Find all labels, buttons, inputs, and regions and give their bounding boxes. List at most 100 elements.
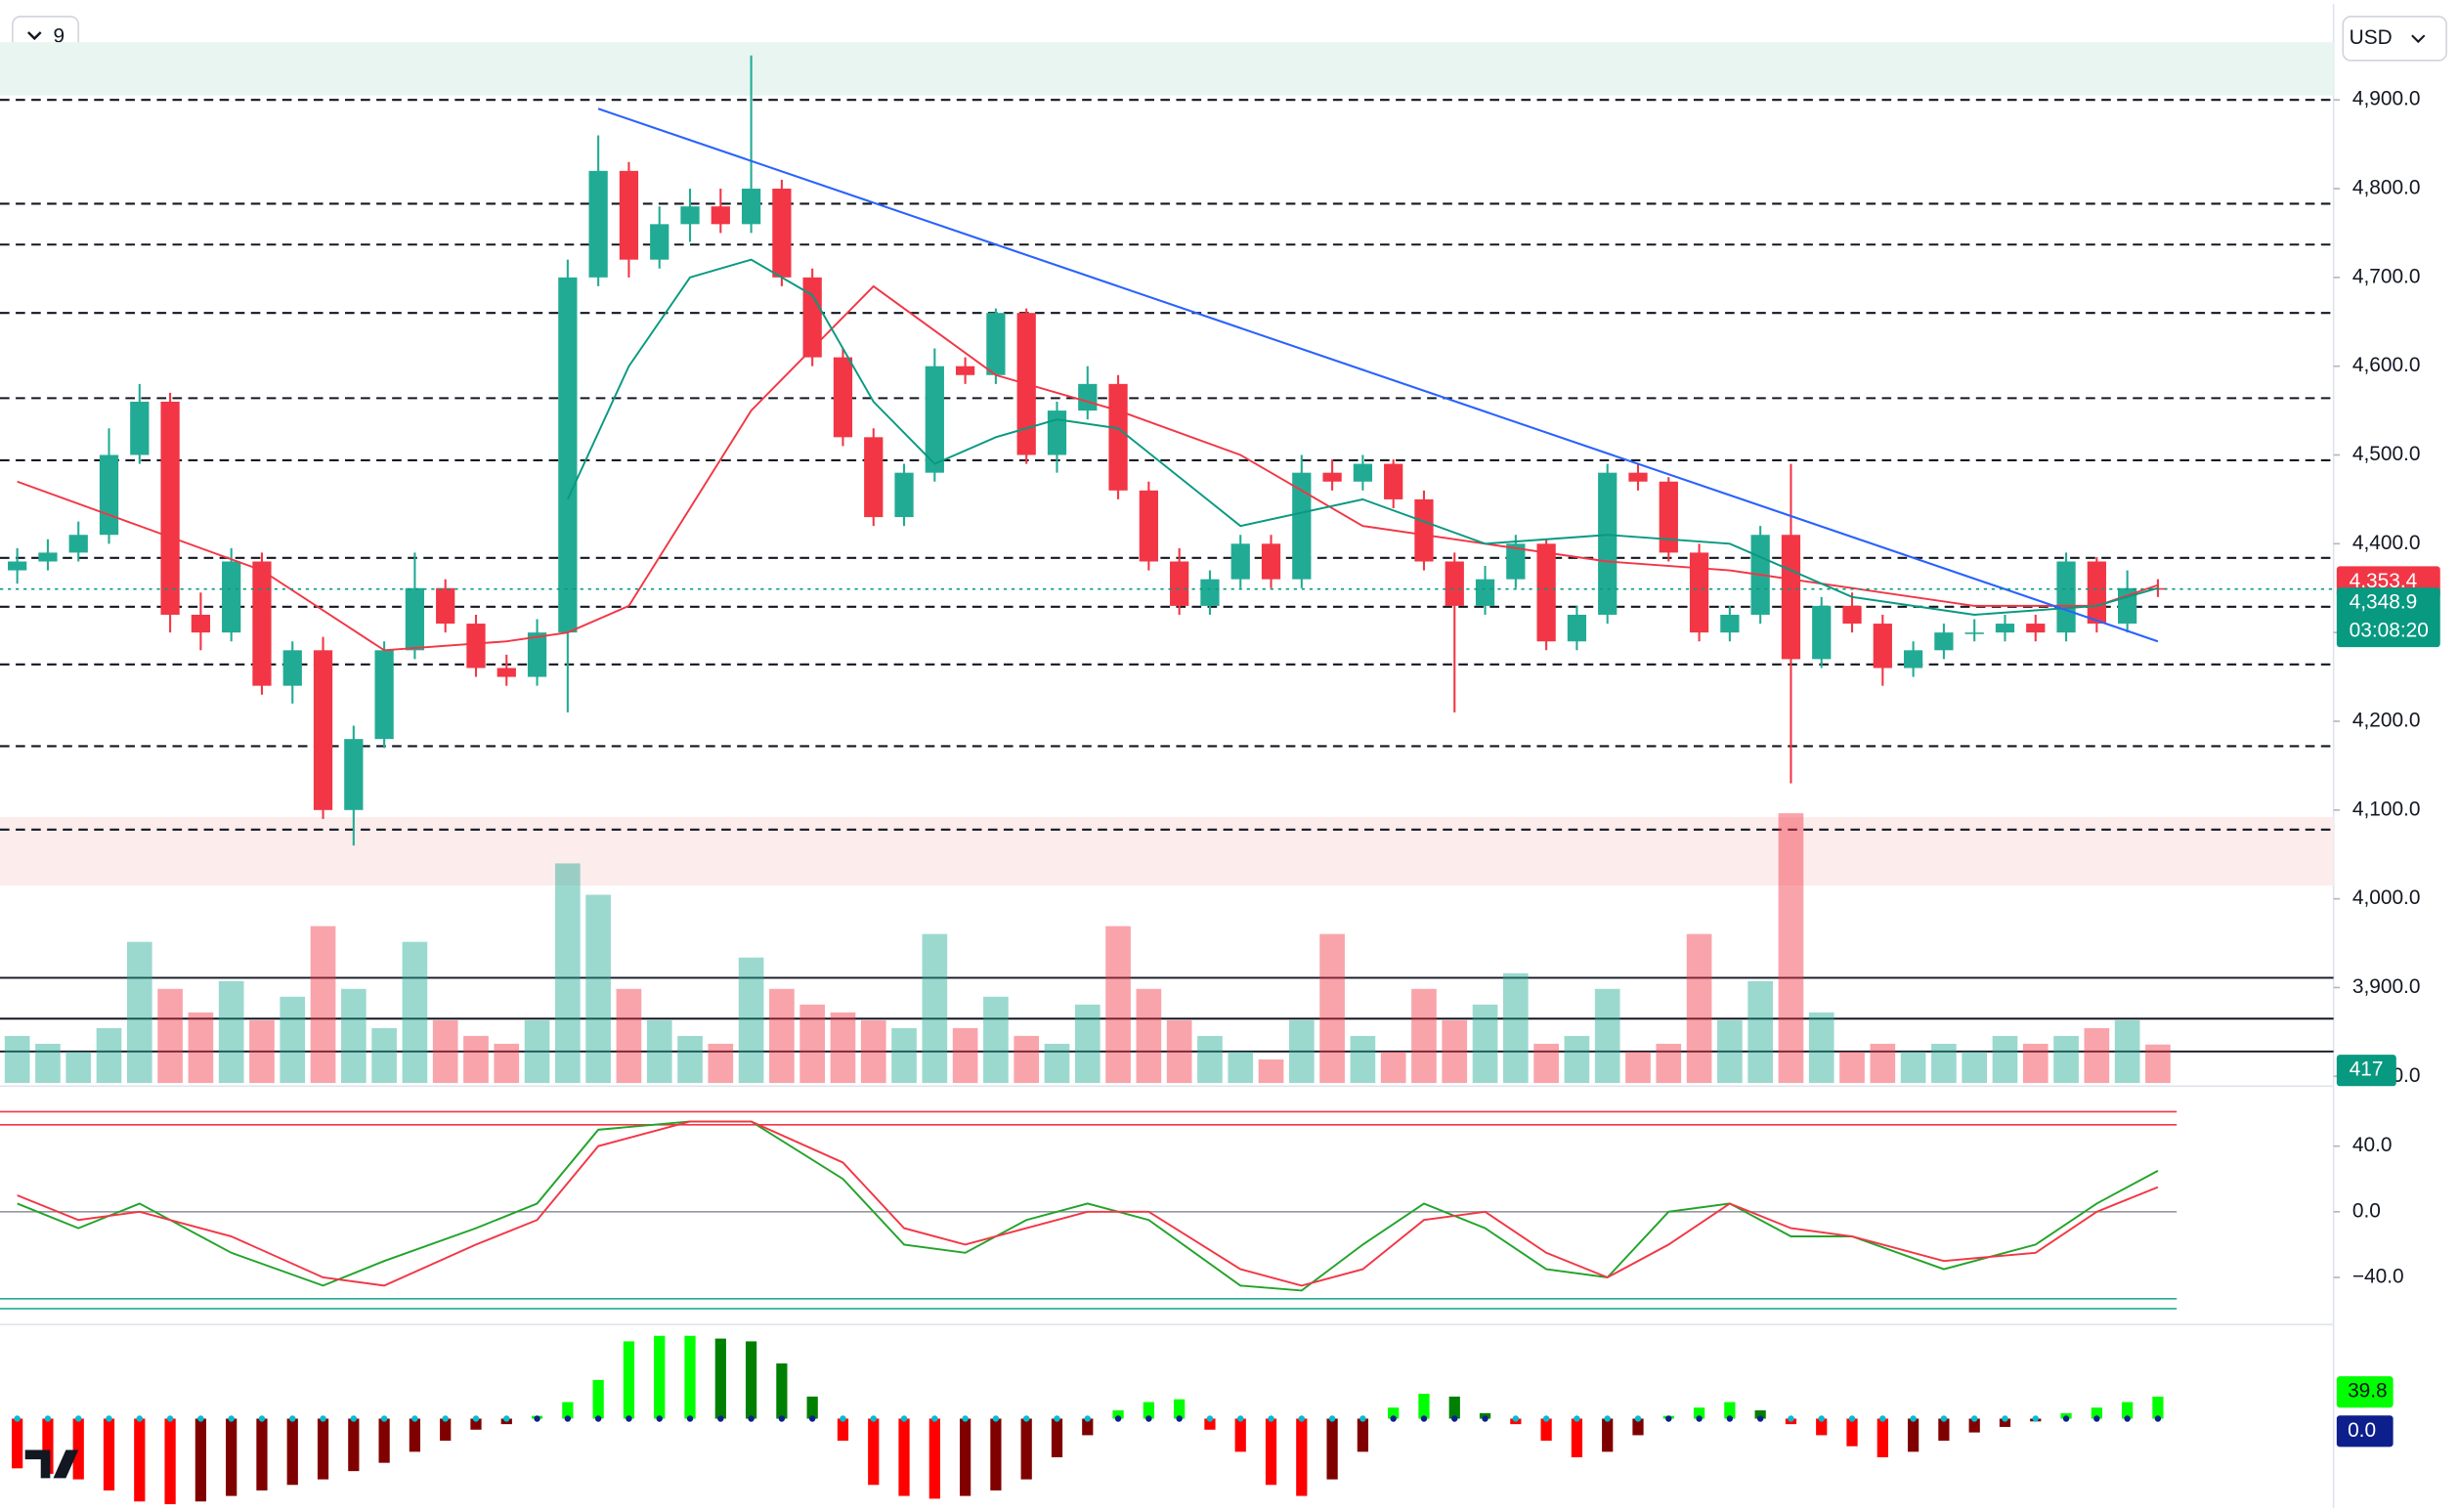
- candle-body: [1934, 632, 1954, 651]
- candle-body: [99, 454, 119, 536]
- volume-bar: [188, 1012, 214, 1084]
- zero-dot: [1359, 1415, 1366, 1422]
- candle-body: [1170, 561, 1189, 606]
- candle-body: [1292, 472, 1312, 580]
- histogram-bar: [409, 1418, 421, 1452]
- histogram-bar: [1754, 1410, 1766, 1419]
- currency-button[interactable]: USD: [2342, 16, 2447, 62]
- zero-dot: [808, 1415, 816, 1422]
- histogram-bar: [776, 1362, 788, 1419]
- candle-body: [252, 561, 272, 686]
- histogram-bar: [1999, 1418, 2011, 1427]
- histogram-bar: [194, 1418, 207, 1502]
- volume-bar: [677, 1035, 703, 1084]
- histogram-bar: [990, 1418, 1002, 1490]
- histogram-bar: [806, 1396, 818, 1419]
- volume-bar: [2084, 1027, 2110, 1084]
- zero-dot: [1451, 1415, 1458, 1422]
- y-tick-label: 4,900.0: [2352, 88, 2421, 110]
- volume-bar: [280, 996, 306, 1084]
- zero-dot: [1848, 1415, 1856, 1422]
- candle-body: [772, 189, 792, 278]
- oscillator-line: [17, 1120, 2159, 1287]
- candle-body: [436, 587, 455, 625]
- zero-dot: [1145, 1415, 1152, 1422]
- candle-body: [160, 401, 180, 615]
- y-tick-label: 4,800.0: [2352, 177, 2421, 199]
- volume-bar: [616, 988, 642, 1084]
- candle-body: [650, 224, 669, 260]
- zero-dot: [503, 1415, 510, 1422]
- volume-bar: [799, 1004, 826, 1084]
- candle-body: [1078, 383, 1098, 411]
- zero-dot: [717, 1415, 724, 1422]
- histogram-bar: [623, 1341, 635, 1419]
- candle-body: [1628, 472, 1648, 482]
- histogram-bar: [928, 1418, 940, 1499]
- histogram-bar: [1357, 1418, 1369, 1452]
- zero-dot: [1542, 1415, 1550, 1422]
- zero-dot: [564, 1415, 572, 1422]
- volume-bar: [1166, 1019, 1192, 1084]
- zero-dot: [2002, 1415, 2008, 1422]
- currency-label: USD: [2350, 26, 2393, 49]
- histogram-bar: [562, 1402, 574, 1419]
- zero-dot: [1298, 1415, 1306, 1422]
- candle-body: [1689, 552, 1709, 633]
- candle-body: [894, 472, 914, 518]
- volume-bar: [524, 1019, 550, 1084]
- zero-dot: [931, 1415, 938, 1422]
- volume-bar: [769, 988, 795, 1084]
- histogram-bar: [286, 1418, 298, 1486]
- zero-dot: [14, 1415, 21, 1422]
- histogram-bar: [1082, 1418, 1094, 1436]
- volume-bar: [1564, 1035, 1590, 1084]
- volume-bar: [1747, 980, 1773, 1084]
- volume-bar: [2114, 1019, 2140, 1084]
- histogram-bar: [684, 1335, 696, 1419]
- candle-body: [344, 739, 364, 810]
- candle-body: [833, 357, 853, 438]
- candle-body: [1261, 543, 1281, 580]
- currency-box[interactable]: [2342, 16, 2447, 62]
- volume-bar: [432, 1019, 458, 1084]
- y-tick-label: 4,500.0: [2352, 443, 2421, 465]
- histogram-bar: [898, 1418, 910, 1496]
- histogram-bar: [1632, 1418, 1644, 1436]
- zero-dot: [1084, 1415, 1091, 1422]
- volume-tag: [2336, 1055, 2396, 1087]
- volume-bar: [952, 1027, 978, 1084]
- zero-dot: [1268, 1415, 1274, 1422]
- volume-bar: [1044, 1043, 1070, 1084]
- volume-bar: [402, 941, 428, 1084]
- value-tag: [2336, 1415, 2394, 1447]
- zero-dot: [656, 1415, 663, 1422]
- zero-dot: [136, 1415, 144, 1422]
- histogram-bar: [745, 1341, 757, 1419]
- histogram-bar: [72, 1418, 84, 1480]
- zero-dot: [197, 1415, 204, 1422]
- candle-body: [1384, 463, 1403, 499]
- logo: [24, 1449, 79, 1479]
- y-tick-label: 4,700.0: [2352, 265, 2421, 287]
- chevron: [27, 31, 42, 41]
- histogram-bar: [1448, 1396, 1460, 1419]
- candle-body: [558, 277, 578, 633]
- histogram-bar: [2091, 1407, 2102, 1419]
- candle-body: [1475, 579, 1495, 606]
- zero-dot: [106, 1415, 112, 1422]
- volume-bar: [1258, 1058, 1284, 1084]
- candle-body: [374, 650, 394, 740]
- candle-body: [1322, 472, 1342, 482]
- candle-body: [1812, 605, 1832, 660]
- zero-dot: [166, 1415, 174, 1422]
- candle-body: [1873, 624, 1892, 669]
- volume-bar: [126, 941, 152, 1084]
- candle-body: [1230, 543, 1250, 580]
- zero-dot: [1176, 1415, 1183, 1422]
- volume-bar: [1136, 988, 1162, 1084]
- volume-bar: [2145, 1044, 2171, 1084]
- candle-body: [130, 401, 150, 455]
- volume-bar: [646, 1019, 672, 1084]
